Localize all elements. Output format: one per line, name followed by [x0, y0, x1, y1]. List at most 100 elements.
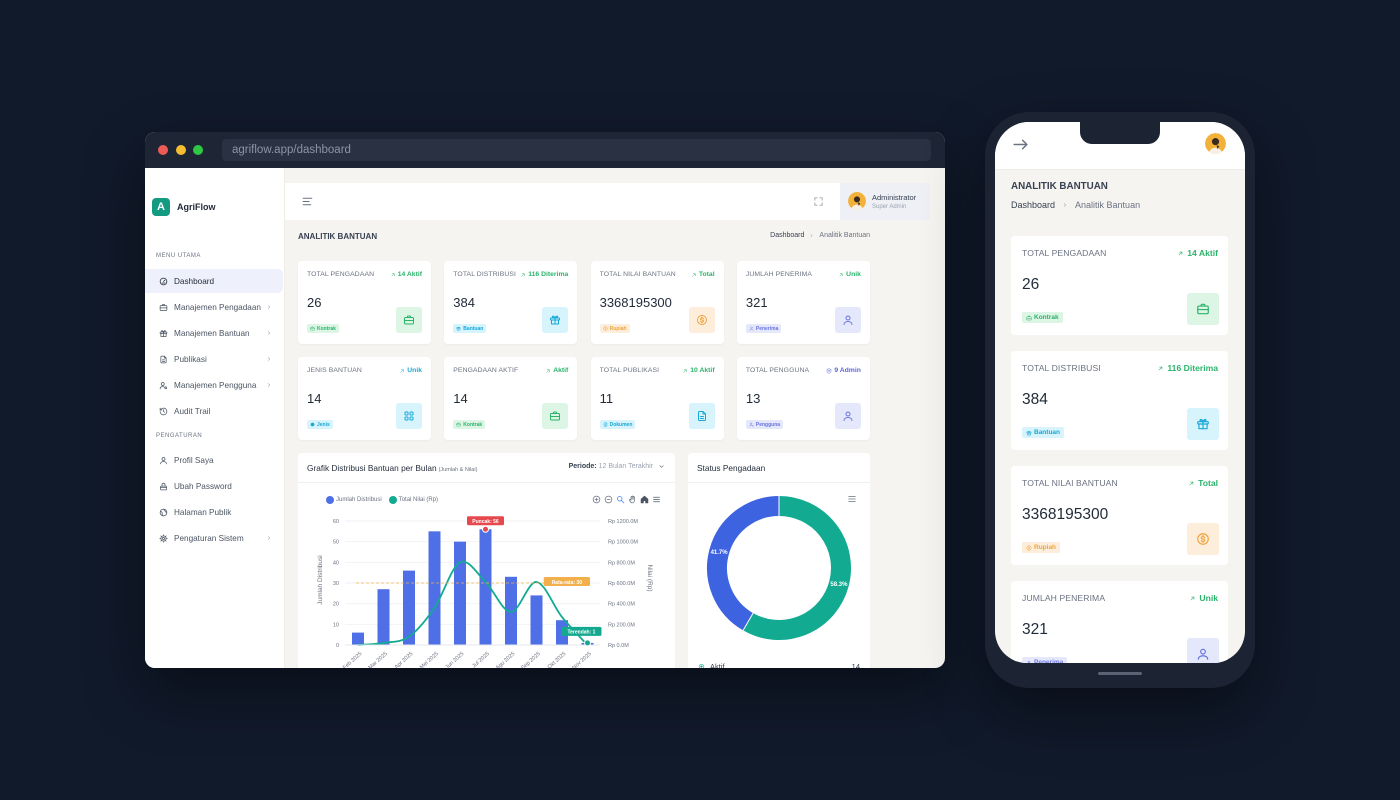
stat-trend: 116 Diterima — [520, 271, 568, 278]
y-right-tick-label: Rp 400.0M — [608, 602, 635, 608]
stat-card[interactable]: TOTAL DISTRIBUSI 116 Diterima 384 Bantua… — [1011, 351, 1228, 450]
x-tick-label: Nov 2025 — [571, 651, 593, 668]
legend-swatch — [388, 496, 397, 504]
phone-screen: ANALITIK BANTUAN Dashboard Analitik Bant… — [995, 122, 1245, 663]
stat-card[interactable]: JUMLAH PENERIMA Unik 321 Penerima — [1011, 581, 1228, 663]
sidebar-item[interactable]: Manajemen Bantuan — [145, 321, 283, 345]
sidebar-item[interactable]: Manajemen Pengadaan — [145, 295, 283, 319]
line-series[interactable] — [357, 560, 589, 646]
y-right-tick-label: Rp 800.0M — [608, 560, 635, 566]
status-legend-item[interactable]: Aktif 14 — [698, 662, 860, 668]
sidebar-item-label: Pengaturan Sistem — [174, 533, 244, 543]
status-donut-chart[interactable]: 58.3% 41.7% — [688, 483, 870, 663]
breadcrumb-home-link[interactable]: Dashboard — [770, 232, 805, 239]
distribution-chart-card: Grafik Distribusi Bantuan per Bulan (Juml… — [298, 453, 675, 668]
stat-card[interactable]: JUMLAH PENERIMA Unik 321 Penerima — [736, 261, 870, 344]
home-indicator[interactable] — [1098, 672, 1142, 675]
stat-card[interactable]: TOTAL DISTRIBUSI 116 Diterima 384 Bantua… — [444, 261, 578, 344]
window-maximize-button[interactable] — [193, 145, 203, 155]
window-close-button[interactable] — [158, 145, 168, 155]
bar[interactable] — [352, 632, 364, 645]
stat-card[interactable]: TOTAL PUBLIKASI 10 Aktif 11 Dokumen — [590, 357, 724, 440]
window-minimize-button[interactable] — [176, 145, 186, 155]
breadcrumb-home-link[interactable]: Dashboard — [1011, 200, 1056, 210]
gift-icon — [549, 314, 561, 326]
stat-badge: Bantuan — [453, 324, 487, 333]
bar[interactable] — [530, 595, 543, 645]
status-chart-title: Status Pengadaan — [697, 463, 766, 473]
zoom-out-icon[interactable] — [604, 495, 613, 504]
sidebar-item[interactable]: Ubah Password — [145, 474, 283, 498]
briefcase-icon — [403, 314, 415, 326]
home-icon[interactable] — [640, 495, 649, 504]
stat-title: JUMLAH PENERIMA — [1022, 593, 1106, 603]
trend-up-icon — [691, 272, 697, 278]
average-label: Rata-rata: 30 — [552, 580, 583, 586]
stat-card[interactable]: PENGADAAN AKTIF Aktif 14 Kontrak — [444, 357, 578, 440]
legend-item[interactable]: Total Nilai (Rp) — [388, 496, 438, 504]
sidebar-item[interactable]: Dashboard — [145, 269, 283, 293]
stat-title: PENGADAAN AKTIF — [453, 367, 519, 374]
menu-icon[interactable] — [652, 495, 661, 504]
bar[interactable] — [428, 531, 441, 645]
stat-card[interactable]: TOTAL NILAI BANTUAN Total 3368195300 Rup… — [1011, 466, 1228, 565]
brand-name[interactable]: AgriFlow — [177, 202, 216, 212]
hamburger-icon[interactable] — [301, 195, 314, 208]
y-tick-label: 20 — [333, 602, 339, 608]
stat-trend: 9 Admin — [826, 367, 861, 374]
donut-slice[interactable] — [743, 496, 851, 640]
sidebar-item[interactable]: Publikasi — [145, 347, 283, 371]
stat-card-header: TOTAL DISTRIBUSI 116 Diterima — [1022, 363, 1218, 373]
period-label: Periode: — [568, 463, 597, 470]
user-icon — [159, 456, 168, 465]
annotation-marker — [482, 525, 489, 533]
stat-card[interactable]: TOTAL NILAI BANTUAN Total 3368195300 Rup… — [590, 261, 724, 344]
sidebar-item[interactable]: Halaman Publik — [145, 500, 283, 524]
stat-title: TOTAL NILAI BANTUAN — [599, 271, 676, 278]
document-icon — [159, 355, 168, 364]
stat-card[interactable]: JENIS BANTUAN Unik 14 Jenis — [298, 357, 431, 440]
avatar[interactable] — [848, 192, 866, 210]
x-tick-label: Jun 2025 — [444, 651, 465, 668]
arrow-right-icon[interactable] — [1012, 136, 1029, 153]
hand-icon[interactable] — [628, 495, 637, 504]
stat-card[interactable]: TOTAL PENGADAAN 14 Aktif 26 Kontrak — [298, 261, 431, 344]
bar[interactable] — [377, 589, 390, 645]
distribution-chart-plot[interactable]: 0 10 20 30 40 50 60 Rp 0.0M Rp 200.0M Rp 400.0M Rp… — [298, 483, 675, 668]
bar[interactable] — [505, 576, 517, 645]
breadcrumb-current: Analitik Bantuan — [819, 232, 870, 239]
stat-card[interactable]: TOTAL PENGADAAN 14 Aktif 26 Kontrak — [1011, 236, 1228, 335]
bar[interactable] — [403, 570, 415, 645]
y-right-tick-label: Rp 200.0M — [608, 622, 635, 628]
stat-trend-label: 14 Aktif — [1187, 248, 1218, 258]
period-select[interactable]: Periode: 12 Bulan Terakhir — [569, 463, 665, 470]
avatar[interactable] — [1205, 133, 1226, 154]
x-tick-label: Jul 2025 — [471, 651, 490, 668]
stat-card-header: TOTAL PENGADAAN 14 Aktif — [1022, 248, 1218, 258]
trend-up-icon — [520, 272, 526, 278]
trend-up-icon — [390, 272, 396, 278]
zoom-in-icon[interactable] — [592, 495, 601, 504]
brand-logo[interactable]: A — [152, 198, 170, 216]
bar[interactable] — [454, 541, 466, 645]
sidebar-item[interactable]: Profil Saya — [145, 448, 283, 472]
search-icon[interactable] — [616, 495, 625, 504]
stat-value: 321 — [1022, 621, 1048, 638]
trend-up-icon — [545, 368, 551, 374]
legend-item[interactable]: Jumlah Distribusi — [326, 496, 382, 504]
sidebar-item[interactable]: Pengaturan Sistem — [145, 526, 283, 550]
user-menu[interactable]: Administrator Super Admin — [840, 183, 930, 220]
stat-card[interactable]: TOTAL PENGGUNA 9 Admin 13 Pengguna — [736, 357, 870, 440]
user-icon — [1196, 647, 1210, 661]
briefcase-icon — [1026, 315, 1032, 321]
bar[interactable] — [479, 529, 492, 645]
menu-icon[interactable] — [847, 494, 857, 504]
users-icon — [749, 422, 754, 427]
fullscreen-icon[interactable] — [813, 196, 824, 207]
coin-icon — [603, 326, 608, 331]
address-bar[interactable]: agriflow.app/dashboard — [222, 139, 931, 161]
stat-title: JENIS BANTUAN — [307, 367, 362, 374]
sidebar-item[interactable]: Audit Trail — [145, 399, 283, 423]
sidebar-item[interactable]: Manajemen Pengguna — [145, 373, 283, 397]
donut-slice[interactable] — [707, 496, 780, 631]
